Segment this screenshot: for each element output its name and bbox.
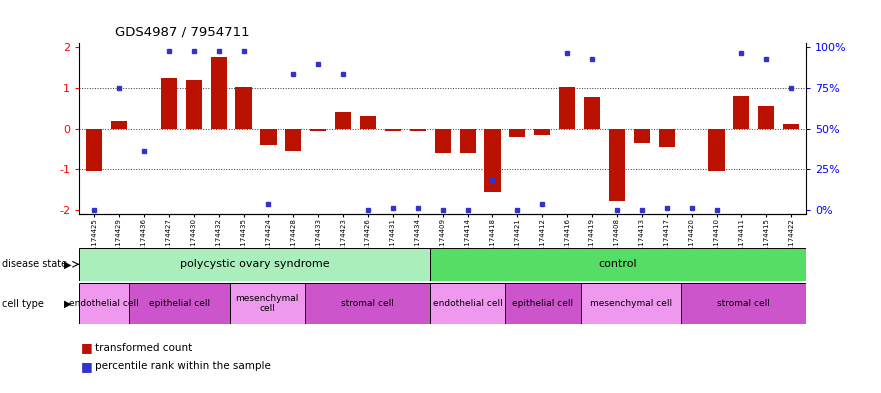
Bar xyxy=(130,283,230,324)
Text: cell type: cell type xyxy=(2,299,44,309)
Text: stromal cell: stromal cell xyxy=(341,299,394,308)
Bar xyxy=(285,129,301,151)
Bar xyxy=(410,129,426,131)
Text: mesenchymal
cell: mesenchymal cell xyxy=(235,294,299,313)
Bar xyxy=(783,124,799,129)
Text: endothelial cell: endothelial cell xyxy=(70,299,139,308)
Bar xyxy=(335,112,352,129)
Bar xyxy=(111,121,127,129)
Bar xyxy=(759,107,774,129)
Bar xyxy=(310,129,326,131)
Bar xyxy=(659,129,675,147)
Text: polycystic ovary syndrome: polycystic ovary syndrome xyxy=(180,259,329,269)
Text: stromal cell: stromal cell xyxy=(717,299,770,308)
Bar xyxy=(230,283,305,324)
Bar xyxy=(79,283,130,324)
Bar xyxy=(385,129,401,131)
Text: control: control xyxy=(599,259,638,269)
Bar xyxy=(430,283,506,324)
Text: ▶: ▶ xyxy=(64,299,71,309)
Bar xyxy=(460,129,476,153)
Bar xyxy=(261,129,277,145)
Bar xyxy=(534,129,551,135)
Bar xyxy=(161,78,177,129)
Bar xyxy=(434,129,451,153)
Bar xyxy=(609,129,625,201)
Text: percentile rank within the sample: percentile rank within the sample xyxy=(95,361,271,371)
Bar xyxy=(186,80,202,129)
Bar xyxy=(86,129,102,171)
Text: ■: ■ xyxy=(81,341,93,354)
Text: ▶: ▶ xyxy=(64,259,71,269)
Bar xyxy=(633,129,650,143)
Text: transformed count: transformed count xyxy=(95,343,192,353)
Bar xyxy=(485,129,500,192)
Bar xyxy=(211,57,226,129)
Text: epithelial cell: epithelial cell xyxy=(513,299,574,308)
Text: mesenchymal cell: mesenchymal cell xyxy=(589,299,671,308)
Bar xyxy=(733,96,750,129)
Bar xyxy=(430,248,806,281)
Text: epithelial cell: epithelial cell xyxy=(149,299,210,308)
Bar xyxy=(584,97,600,129)
Text: ■: ■ xyxy=(81,360,93,373)
Bar xyxy=(509,129,525,137)
Bar xyxy=(559,87,575,129)
Bar xyxy=(235,87,252,129)
Bar xyxy=(360,116,376,129)
Bar xyxy=(708,129,724,171)
Bar xyxy=(681,283,806,324)
Text: disease state: disease state xyxy=(2,259,67,269)
Text: endothelial cell: endothelial cell xyxy=(433,299,503,308)
Bar xyxy=(305,283,430,324)
Bar xyxy=(79,248,430,281)
Text: GDS4987 / 7954711: GDS4987 / 7954711 xyxy=(115,26,249,39)
Bar xyxy=(506,283,581,324)
Bar xyxy=(581,283,681,324)
